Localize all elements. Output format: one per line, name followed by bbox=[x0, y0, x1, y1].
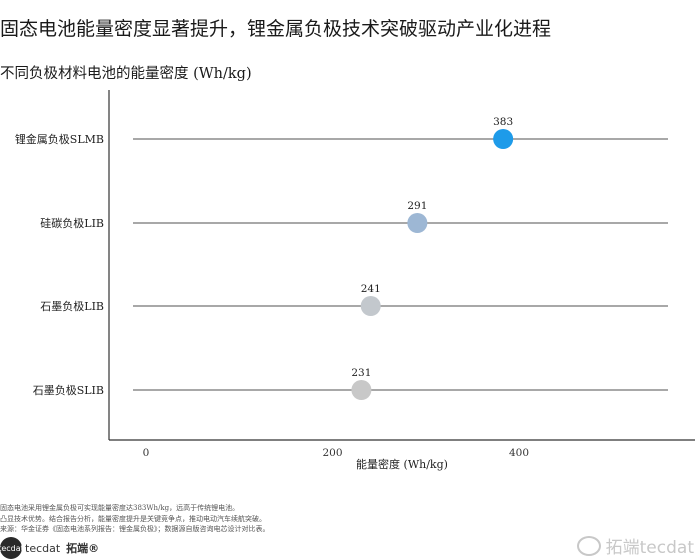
brand-cn-name: 拓端® bbox=[66, 542, 100, 555]
x-tick-label: 200 bbox=[322, 447, 342, 459]
chart-subtitle: 不同负极材料电池的能量密度 (Wh/kg) bbox=[0, 66, 252, 82]
data-point bbox=[493, 129, 514, 149]
y-tick-label: 石墨负极LIB bbox=[40, 299, 104, 313]
page-title: 固态电池能量密度显著提升，锂金属负极技术突破驱动产业化进程 bbox=[0, 18, 552, 40]
x-tick-label: 0 bbox=[143, 447, 150, 459]
data-label: 241 bbox=[361, 283, 381, 295]
data-label: 383 bbox=[493, 116, 513, 128]
watermark: 拓端tecdat bbox=[576, 533, 694, 558]
data-label: 231 bbox=[351, 367, 371, 379]
y-tick-label: 石墨负极SLIB bbox=[33, 383, 104, 397]
y-tick-label: 锂金属负极SLMB bbox=[15, 132, 104, 146]
footnote-line: 凸显技术优势。结合报告分析，能量密度提升是关键竞争点，推动电动汽车续航突破。 bbox=[0, 514, 266, 523]
brand-name: tecdat bbox=[25, 541, 61, 555]
footnotes: 固态电池采用锂金属负极可实现能量密度达383Wh/kg，远高于传统锂电池。 凸显… bbox=[0, 503, 270, 535]
data-point bbox=[351, 380, 372, 400]
footnote-line: 来源：华金证券《固态电池系列报告：锂金属负极》；数据源自版咨询电芯设计对比表。 bbox=[0, 525, 270, 533]
weibo-icon bbox=[576, 535, 601, 556]
brand-logo-group: tecdat tecdat 拓端® bbox=[0, 537, 99, 559]
watermark-text: 拓端tecdat bbox=[605, 538, 694, 558]
x-tick-label: 400 bbox=[509, 447, 529, 459]
x-axis-label: 能量密度 (Wh/kg) bbox=[356, 457, 448, 471]
footnote-line: 固态电池采用锂金属负极可实现能量密度达383Wh/kg，远高于传统锂电池。 bbox=[0, 504, 240, 512]
y-tick-label: 硅碳负极LIB bbox=[40, 216, 104, 230]
data-point bbox=[407, 213, 428, 233]
dot-plot-chart: 0 200 400 能量密度 (Wh/kg) 锂金属负极SLMB 383 硅碳负极LIB 29… bbox=[15, 90, 695, 471]
data-label: 291 bbox=[407, 200, 427, 212]
data-point bbox=[360, 296, 381, 316]
tecdat-logo-icon: tecdat bbox=[0, 537, 24, 559]
